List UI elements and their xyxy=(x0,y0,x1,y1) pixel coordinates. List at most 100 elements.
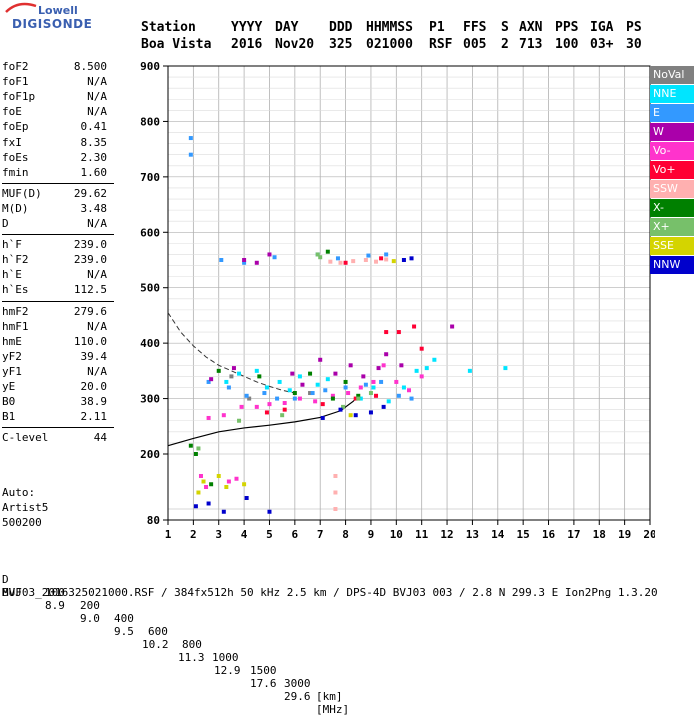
param-label: foE xyxy=(2,105,22,119)
footer-muf-row: MUF 8.9 9.0 9.5 10.2 11.3 12.9 17.6 29.6… xyxy=(2,573,700,716)
y-tick-label: 200 xyxy=(140,448,160,461)
echo-point xyxy=(188,443,193,448)
param-value: N/A xyxy=(87,105,107,119)
param-label: foEs xyxy=(2,150,29,164)
footer-d-value: 3000 xyxy=(284,677,311,690)
echo-point xyxy=(221,413,226,418)
param-value: 3.48 xyxy=(80,201,108,215)
echo-point xyxy=(297,396,302,401)
x-tick-label: 18 xyxy=(593,528,606,541)
footer-file-info: BVJ03_2016325021000.RSF / 384fx512h 50 k… xyxy=(2,586,658,599)
footer-distance-row: D 100 200 400 600 800 1000 1500 3000 [km… xyxy=(2,560,700,703)
echo-point xyxy=(368,410,373,415)
param-row: foF1p N/A xyxy=(2,90,107,104)
echo-point xyxy=(396,330,401,335)
echo-point xyxy=(399,363,404,368)
param-label: C-level xyxy=(2,431,49,445)
hdr-value-ffs: 005 xyxy=(463,37,487,52)
param-label: hmF2 xyxy=(2,304,29,318)
echo-point xyxy=(206,501,211,506)
hdr-value-s: 2 xyxy=(501,37,509,52)
y-tick-label: 300 xyxy=(140,393,160,406)
echo-point xyxy=(356,396,361,401)
param-row: C-level 44 xyxy=(2,431,107,445)
plot-area xyxy=(168,66,650,520)
echo-point xyxy=(335,256,340,261)
echo-point xyxy=(348,413,353,418)
echo-point xyxy=(224,485,229,489)
echo-point xyxy=(193,452,198,456)
footer-d-label: D xyxy=(2,573,9,586)
echo-point xyxy=(267,252,272,257)
echo-point xyxy=(315,382,320,387)
echo-point xyxy=(277,379,282,384)
param-row: B0 38.9 xyxy=(2,395,107,409)
echo-point xyxy=(503,366,508,371)
param-label: h`F2 xyxy=(2,253,29,267)
echo-point xyxy=(409,256,414,261)
hdr-value-p1: RSF xyxy=(429,37,453,52)
footer-d-value: 400 xyxy=(114,612,134,625)
echo-point xyxy=(244,496,249,500)
param-row: yF2 39.4 xyxy=(2,350,107,364)
echo-point xyxy=(313,399,318,404)
echo-point xyxy=(384,252,389,257)
legend-item: NoVal xyxy=(650,66,694,84)
echo-point xyxy=(328,259,333,264)
x-tick-label: 9 xyxy=(368,528,375,541)
echo-point xyxy=(419,346,424,351)
param-label: hmF1 xyxy=(2,319,29,333)
echo-point xyxy=(267,509,272,514)
echo-point xyxy=(341,404,346,409)
footer-d-value: 1500 xyxy=(250,664,277,677)
echo-point xyxy=(391,259,396,264)
param-separator xyxy=(2,300,114,302)
footer-d-value: 800 xyxy=(182,638,202,651)
echo-point xyxy=(361,374,366,379)
param-row: yE 20.0 xyxy=(2,380,107,394)
echo-point xyxy=(300,382,305,387)
footer-d-value: 100 xyxy=(45,586,65,599)
echo-point xyxy=(264,385,269,390)
param-label: fxI xyxy=(2,135,22,149)
echo-point xyxy=(282,407,287,412)
echo-point xyxy=(401,258,406,262)
y-tick-label: 80 xyxy=(147,514,160,527)
param-value: N/A xyxy=(87,75,107,89)
hdr-value-station: Boa Vista xyxy=(141,37,212,52)
echo-point xyxy=(196,490,201,495)
x-tick-label: 19 xyxy=(618,528,631,541)
echo-point xyxy=(376,366,381,371)
param-row: h`E N/A xyxy=(2,268,107,282)
hdr-label-yyyy: YYYY xyxy=(231,20,263,35)
hdr-label-ddd: DDD xyxy=(329,20,353,35)
hdr-value-pps: 100 xyxy=(555,37,579,52)
footer-muf-value: 29.6 xyxy=(284,690,311,703)
echo-point xyxy=(343,379,348,384)
echo-point xyxy=(247,396,252,401)
echo-point xyxy=(401,385,406,390)
logo-text-lowell: Lowell xyxy=(38,4,78,17)
param-value: 0.41 xyxy=(80,120,108,134)
legend-item: SSE xyxy=(650,237,694,255)
param-row: foEs 2.30 xyxy=(2,151,107,165)
param-value: 39.4 xyxy=(80,349,108,363)
echo-point xyxy=(374,393,379,398)
echo-point xyxy=(338,260,343,265)
x-tick-label: 20 xyxy=(643,528,655,541)
echo-point xyxy=(379,379,384,384)
ionogram-plot: 1 2 3 4 5 6 7 8 9 10 11 12 13 14 15 16 17 18 19 20802003004… xyxy=(140,60,655,541)
dashed-profile-curve xyxy=(167,312,295,394)
logo-text-digisonde: DIGISONDE xyxy=(12,17,93,31)
hdr-label-pps: PPS xyxy=(555,20,579,35)
autoscaling-line-2: Artist5 xyxy=(2,501,49,514)
footer-muf-value: 9.5 xyxy=(114,625,134,638)
footer-muf-value: 11.3 xyxy=(178,651,205,664)
echo-point xyxy=(396,393,401,398)
echo-point xyxy=(414,368,419,373)
echo-point xyxy=(237,371,242,376)
param-row: yF1 N/A xyxy=(2,365,107,379)
echo-point xyxy=(412,324,417,329)
y-tick-label: 500 xyxy=(140,282,160,295)
echo-point xyxy=(267,402,272,407)
